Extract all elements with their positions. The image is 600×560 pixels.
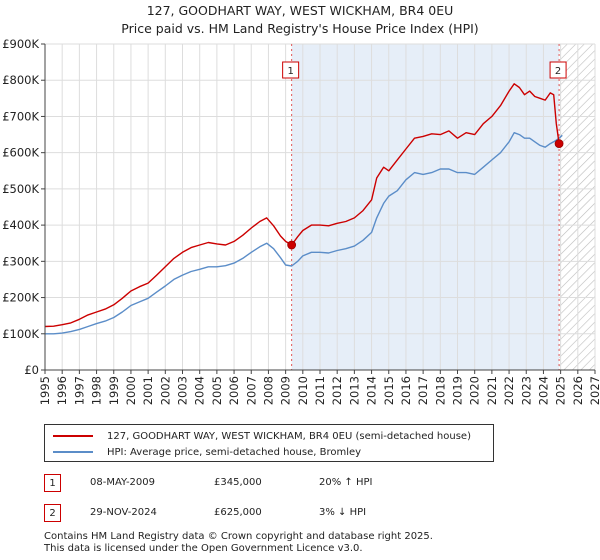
x-tick-label: 1995 [38, 376, 52, 405]
sale-marker-box [549, 61, 567, 79]
chart-title: 127, GOODHART WAY, WEST WICKHAM, BR4 0EU [147, 3, 454, 18]
x-tick-label: 2013 [347, 376, 361, 405]
x-tick-label: 1997 [72, 376, 86, 405]
x-tick-label: 2022 [502, 376, 516, 405]
transaction-date: 29-NOV-2024 [90, 507, 157, 518]
legend-item-hpi: HPI: Average price, semi-detached house,… [53, 444, 361, 460]
x-tick-label: 2018 [433, 376, 447, 405]
y-tick-label: £500K [2, 182, 39, 196]
x-tick-label: 2005 [210, 376, 224, 405]
sale-point [554, 139, 564, 149]
x-tick-label: 2009 [279, 376, 293, 405]
footer-notice: Contains HM Land Registry data © Crown c… [44, 531, 433, 555]
x-tick-label: 2019 [451, 376, 465, 405]
x-tick-label: 2008 [261, 376, 275, 405]
grid-lines [44, 43, 596, 371]
footer-copyright: Contains HM Land Registry data © Crown c… [44, 531, 433, 542]
y-tick-label: £700K [2, 109, 39, 123]
series-line-property [44, 83, 560, 328]
x-tick-label: 2023 [519, 376, 533, 405]
legend: 127, GOODHART WAY, WEST WICKHAM, BR4 0EU… [44, 424, 494, 462]
price-chart: 127, GOODHART WAY, WEST WICKHAM, BR4 0EU… [2, 3, 600, 405]
x-tick-label: 2003 [176, 376, 190, 405]
footer-licence: This data is licensed under the Open Gov… [44, 543, 363, 554]
x-tick-label: 2014 [365, 376, 379, 405]
x-tick-label: 1998 [90, 376, 104, 405]
forecast-hatch [559, 44, 595, 370]
transaction-price: £345,000 [214, 477, 262, 488]
chart-subtitle: Price paid vs. HM Land Registry's House … [121, 21, 478, 36]
y-tick-label: £200K [2, 291, 39, 305]
x-tick-label: 2007 [244, 376, 258, 405]
sale-period-shading [291, 44, 560, 370]
y-tick-label: £600K [2, 146, 39, 160]
y-tick-label: £300K [2, 254, 39, 268]
x-tick-label: 2010 [296, 376, 310, 405]
transaction-row: 2 29-NOV-2024 £625,000 3% ↓ HPI [44, 504, 444, 522]
plot-area [291, 44, 595, 370]
x-tick-label: 2021 [485, 376, 499, 405]
x-tick-label: 2011 [313, 376, 327, 405]
y-tick-label: £800K [2, 73, 39, 87]
legend-label-hpi: HPI: Average price, semi-detached house,… [107, 446, 362, 458]
y-tick-label: £0 [24, 363, 39, 377]
x-tick-label: 2025 [554, 376, 568, 405]
legend-swatch-hpi [53, 451, 93, 453]
y-tick-label: £400K [2, 218, 39, 232]
x-tick-label: 2001 [141, 376, 155, 405]
x-tick-label: 2027 [588, 376, 600, 405]
x-tick-label: 2017 [416, 376, 430, 405]
x-tick-label: 2006 [227, 376, 241, 405]
legend-label-property: 127, GOODHART WAY, WEST WICKHAM, BR4 0EU… [107, 430, 471, 442]
x-tick-label: 2026 [571, 376, 585, 405]
x-tick-label: 2020 [468, 376, 482, 405]
sale-point [287, 240, 297, 250]
sale-marker-box [282, 61, 300, 79]
y-tick-label: £100K [2, 327, 39, 341]
x-tick-label: 1996 [55, 376, 69, 405]
axis-layer: £0 £100K £200K £300K £400K £500K £600K £700K £80… [2, 37, 600, 405]
x-tick-label: 2000 [124, 376, 138, 405]
transaction-price: £625,000 [214, 507, 262, 518]
x-tick-label: 2024 [536, 376, 550, 405]
sale-marker-label: 1 [287, 66, 293, 77]
transaction-hpi-diff: 3% ↓ HPI [319, 507, 367, 518]
transaction-hpi-diff: 20% ↑ HPI [319, 477, 373, 488]
x-tick-label: 2015 [382, 376, 396, 405]
transaction-badge: 1 [44, 474, 61, 492]
x-tick-label: 2012 [330, 376, 344, 405]
transaction-badge: 2 [44, 504, 61, 522]
x-tick-label: 2002 [158, 376, 172, 405]
transaction-row: 1 08-MAY-2009 £345,000 20% ↑ HPI [44, 474, 444, 492]
y-tick-label: £900K [2, 37, 39, 51]
series-line-hpi [45, 131, 563, 335]
x-tick-label: 2004 [193, 376, 207, 405]
legend-item-property: 127, GOODHART WAY, WEST WICKHAM, BR4 0EU… [53, 428, 471, 444]
transaction-date: 08-MAY-2009 [90, 477, 156, 488]
x-tick-label: 1999 [107, 376, 121, 405]
sale-marker-label: 2 [555, 66, 561, 77]
legend-swatch-property [53, 435, 93, 437]
x-tick-label: 2016 [399, 376, 413, 405]
